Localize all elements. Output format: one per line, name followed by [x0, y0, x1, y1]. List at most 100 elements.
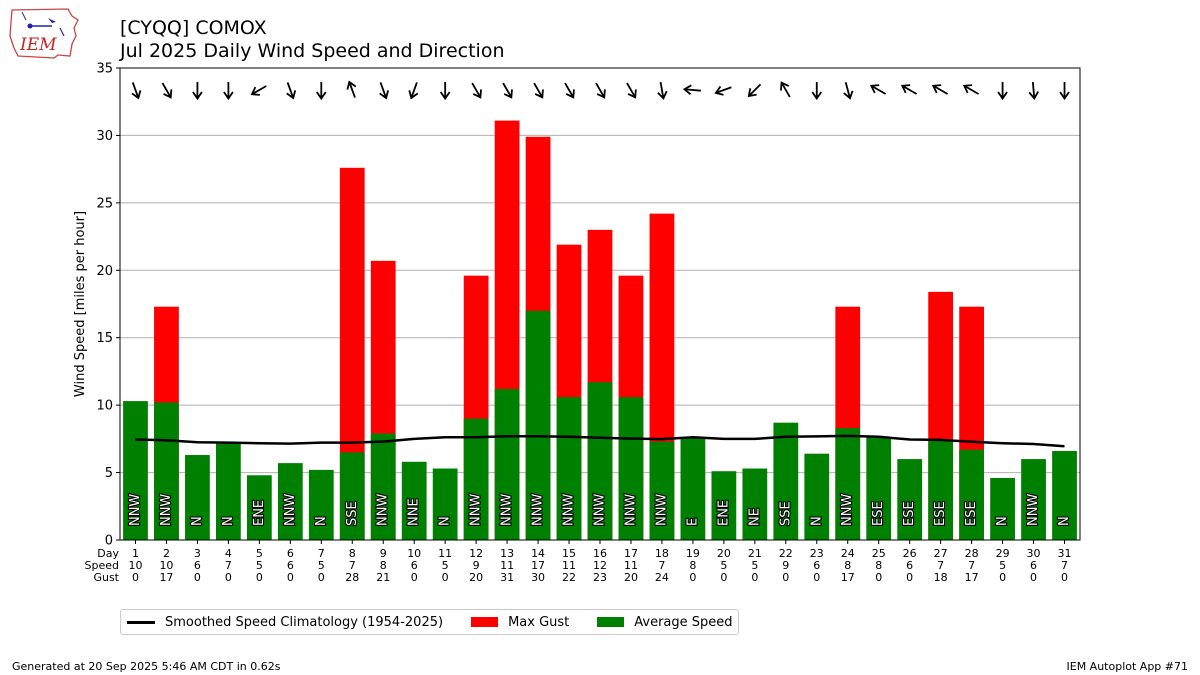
wind-arrow	[533, 82, 544, 99]
day-label: 27	[934, 547, 948, 560]
gust-label: 17	[965, 571, 979, 584]
wind-arrow-head	[346, 80, 357, 90]
wind-arrow	[962, 84, 979, 95]
direction-label: E	[685, 518, 700, 526]
speed-label: 17	[531, 559, 545, 572]
speed-label: 5	[720, 559, 727, 572]
wind-arrow	[192, 82, 203, 101]
generated-footer: Generated at 20 Sep 2025 5:46 AM CDT in …	[12, 660, 281, 673]
average-bar	[216, 442, 241, 540]
average-bar	[928, 440, 954, 540]
wind-arrow-head	[286, 90, 297, 100]
speed-label: 11	[500, 559, 514, 572]
speed-label: 7	[1061, 559, 1068, 572]
wind-arrow-shaft	[844, 82, 851, 97]
wind-arrow	[316, 82, 327, 101]
day-label: 29	[996, 547, 1010, 560]
average-bar	[866, 437, 892, 540]
wind-arrow-head	[439, 91, 451, 101]
average-bar	[897, 459, 923, 540]
average-bar	[339, 452, 365, 540]
average-bar	[123, 401, 148, 540]
direction-label: NNW	[376, 494, 391, 526]
wind-arrow-shaft	[131, 82, 139, 97]
legend-item-average: Average Speed	[597, 615, 733, 630]
wind-arrow-head	[811, 91, 823, 101]
average-bar	[680, 437, 706, 540]
gust-label: 0	[132, 571, 139, 584]
wind-arrow-head	[223, 91, 234, 101]
average-bar	[773, 422, 799, 540]
gust-label: 0	[287, 571, 294, 584]
direction-label: ESE	[902, 501, 917, 526]
wind-arrow	[439, 82, 451, 101]
average-bar	[649, 441, 675, 540]
direction-label: NNW	[840, 494, 855, 526]
wind-arrow	[714, 85, 732, 96]
speed-label: 5	[256, 559, 263, 572]
day-label: 31	[1058, 547, 1072, 560]
direction-label: NNW	[159, 494, 174, 526]
direction-label: NNW	[623, 494, 638, 526]
speed-label: 9	[473, 559, 480, 572]
day-label: 4	[225, 547, 232, 560]
wind-arrow-shaft	[349, 83, 356, 98]
wind-arrow	[626, 82, 637, 99]
speed-label: 8	[875, 559, 882, 572]
speed-label: 7	[225, 559, 232, 572]
legend-item-gust: Max Gust	[471, 615, 569, 630]
legend-swatch-climatology	[127, 620, 155, 624]
average-bar	[711, 471, 737, 540]
average-bar	[494, 388, 520, 540]
wind-arrow	[747, 83, 762, 98]
speed-label: 6	[411, 559, 418, 572]
wind-arrow-head	[962, 84, 973, 94]
speed-label: 7	[968, 559, 975, 572]
day-label: 11	[438, 547, 452, 560]
wind-arrow	[1028, 81, 1039, 101]
speed-label: 11	[562, 559, 576, 572]
average-bar	[401, 461, 427, 540]
speed-label: 6	[1030, 559, 1037, 572]
speed-label: 6	[287, 559, 294, 572]
day-label: 2	[163, 547, 170, 560]
row-header: Gust	[93, 571, 119, 584]
wind-arrow	[997, 82, 1008, 101]
wind-arrow	[286, 82, 297, 100]
gust-label: 20	[469, 571, 483, 584]
wind-arrow-head	[682, 84, 692, 96]
day-label: 17	[624, 547, 638, 560]
wind-arrow-head	[596, 89, 606, 99]
direction-label: NNW	[128, 494, 143, 526]
gust-label: 0	[225, 571, 232, 584]
wind-arrow-head	[843, 90, 854, 100]
wind-arrow	[223, 82, 234, 101]
speed-label: 8	[689, 559, 696, 572]
day-label: 14	[531, 547, 545, 560]
average-bar	[990, 477, 1015, 540]
chart-title: [CYQQ] COMOX	[120, 17, 267, 39]
speed-label: 6	[813, 559, 820, 572]
wind-arrow-shaft	[286, 82, 294, 97]
speed-label: 8	[380, 559, 387, 572]
climatology-line	[135, 434, 1065, 448]
gust-label: 31	[500, 571, 514, 584]
speed-label: 6	[906, 559, 913, 572]
wind-arrow	[931, 84, 949, 95]
y-tick-label: 20	[96, 264, 113, 279]
gust-label: 0	[906, 571, 913, 584]
legend-label-climatology: Smoothed Speed Climatology (1954-2025)	[165, 614, 444, 630]
legend-label-gust: Max Gust	[508, 614, 570, 630]
gust-label: 20	[624, 571, 638, 584]
gust-label: 0	[256, 571, 263, 584]
wind-arrow	[843, 82, 854, 100]
direction-label: NNW	[500, 494, 515, 526]
wind-arrow-head	[316, 91, 327, 101]
day-label: 24	[841, 547, 855, 560]
wind-arrow	[869, 84, 887, 95]
wind-arrow	[250, 85, 267, 96]
wind-arrow-shaft	[716, 86, 732, 94]
average-bar	[618, 397, 644, 540]
y-axis-label: Wind Speed [miles per hour]	[73, 211, 88, 397]
